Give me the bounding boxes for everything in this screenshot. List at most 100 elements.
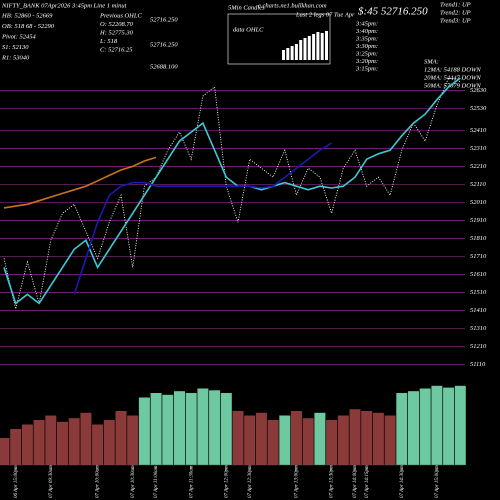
x-tick-label: 07 Apr 10:30am: [131, 465, 136, 498]
line-0: [3, 77, 461, 310]
time-label: 3:15pm:: [355, 65, 378, 72]
volume-bar: [0, 438, 10, 465]
volume-bar: [209, 390, 221, 465]
mini-bar: [312, 34, 316, 60]
y-tick-label: 52410: [470, 127, 487, 134]
volume-bar: [419, 388, 431, 465]
x-tick-label: 07 Apr 14:15pm: [365, 465, 370, 498]
mini-bar: [325, 31, 328, 60]
center-value: 52716.250: [150, 16, 178, 23]
x-tick-label: 06 Apr 15:00pm: [14, 465, 19, 498]
volume-bar: [197, 388, 209, 465]
trend: Trend1: UP: [440, 1, 471, 8]
y-tick-label: 51310: [470, 325, 487, 332]
volume-bar: [384, 415, 396, 465]
x-tick-label: 07 Apr 09:30am: [49, 465, 54, 498]
volume-bar: [314, 412, 326, 465]
x-tick-label: 07 Apr 12:30pm: [248, 465, 253, 498]
volume-bar: [185, 393, 197, 465]
prev-ohlc: O: 52208.70: [100, 21, 134, 28]
y-tick-label: 52210: [470, 163, 487, 170]
x-tick-label: 07 Apr 12:00pm: [224, 465, 229, 498]
volume-bar: [361, 411, 373, 465]
y-tick-label: 51110: [470, 361, 486, 368]
info-text: Pivot: 52454: [1, 33, 37, 40]
volume-bar: [408, 391, 419, 465]
candles-title: 5Min Candles: [228, 4, 265, 11]
mini-bar: [320, 33, 324, 60]
volume-bar: [21, 424, 33, 465]
volume-bar: [57, 421, 68, 465]
mini-bar: [294, 44, 298, 60]
prev-ohlc: H: 52775.30: [99, 29, 134, 36]
y-tick-label: 51910: [470, 217, 487, 224]
y-tick-label: 51710: [470, 253, 487, 260]
volume-bar: [80, 412, 92, 465]
volume-bar: [372, 412, 384, 465]
prev-ohlc: L: 518: [99, 38, 118, 45]
volume-bar: [232, 411, 244, 465]
time-label: 3:40pm:: [355, 28, 378, 35]
sma: 20MA: 54447 DOWN: [424, 74, 481, 81]
volume-bar: [244, 415, 256, 465]
prev-ohlc: C: 52716.25: [100, 46, 133, 53]
x-tick-label: 07 Apr 14:30pm: [400, 465, 405, 498]
info-text: R1: 53040: [1, 54, 30, 61]
prev-ohlc: Previous OHLC: [99, 12, 142, 19]
y-tick-label: 52310: [470, 145, 487, 152]
time-label: 3:25pm:: [355, 50, 378, 57]
time-label: 3:45pm:: [355, 20, 378, 27]
mini-bar: [316, 32, 320, 60]
volume-bar: [174, 391, 185, 465]
volume-bar: [431, 385, 443, 465]
line-3: [3, 156, 157, 209]
y-tick-label: 51610: [470, 271, 487, 278]
volume-bar: [162, 394, 174, 465]
x-tick-label: 07 Apr 13:30pm: [330, 465, 335, 498]
time-label: 3:20pm:: [355, 58, 378, 65]
y-tick-label: 52530: [470, 105, 487, 112]
volume-bar: [255, 412, 267, 465]
volume-bar: [396, 393, 408, 465]
x-tick-label: 07 Apr 10:00am: [96, 465, 101, 498]
volume-bar: [33, 420, 45, 465]
time-label: 3:30pm:: [355, 43, 378, 50]
volume-bar: [267, 420, 279, 465]
y-tick-label: 52010: [470, 199, 487, 206]
x-tick-label: 07 Apr 11:30am: [189, 465, 194, 498]
y-tick-label: 51410: [470, 307, 487, 314]
time-label: 3:35pm:: [355, 35, 378, 42]
y-tick-label: 51810: [470, 235, 487, 242]
center-value: 52716.250: [150, 41, 178, 48]
volume-bar: [291, 411, 302, 465]
sma: 12MA: 54188 DOWN: [424, 66, 481, 73]
volume-bar: [349, 409, 361, 465]
mini-bar: [299, 40, 303, 60]
line-2: [73, 142, 333, 295]
mini-box: [227, 13, 331, 65]
mini-bar: [303, 38, 307, 60]
y-tick-label: 52110: [470, 181, 487, 188]
chart-title: NIFTY_BANK 07Apr2026 3:45pm Line 1 minut: [1, 2, 127, 9]
x-tick-label: 07 Apr 13:00pm: [295, 465, 300, 498]
y-tick-label: 51210: [470, 343, 487, 350]
x-tick-label: 07 Apr 11:00am: [154, 465, 159, 498]
mini-bar: [290, 46, 294, 60]
volume-bar: [326, 420, 338, 465]
volume-bar: [302, 418, 314, 465]
sma: SMA:: [424, 58, 439, 65]
trend: Trend2: UP: [440, 9, 471, 16]
last-price: $:45 52716.250: [358, 6, 428, 18]
info-text: OB: 518 68 - 52290: [2, 23, 55, 30]
y-tick-label: 51510: [470, 289, 487, 296]
legs: Last 2 legs 07 Tue Apr: [295, 11, 355, 18]
mini-bar: [307, 36, 311, 60]
volume-bar: [103, 420, 115, 465]
volume-bar: [115, 411, 127, 465]
volume-bar: [443, 387, 455, 465]
volume-bar: [10, 429, 22, 465]
volume-bar: [127, 415, 139, 465]
trend: Trend3: UP: [440, 17, 471, 24]
volume-bar: [150, 393, 162, 465]
volume-bar: [68, 418, 80, 465]
